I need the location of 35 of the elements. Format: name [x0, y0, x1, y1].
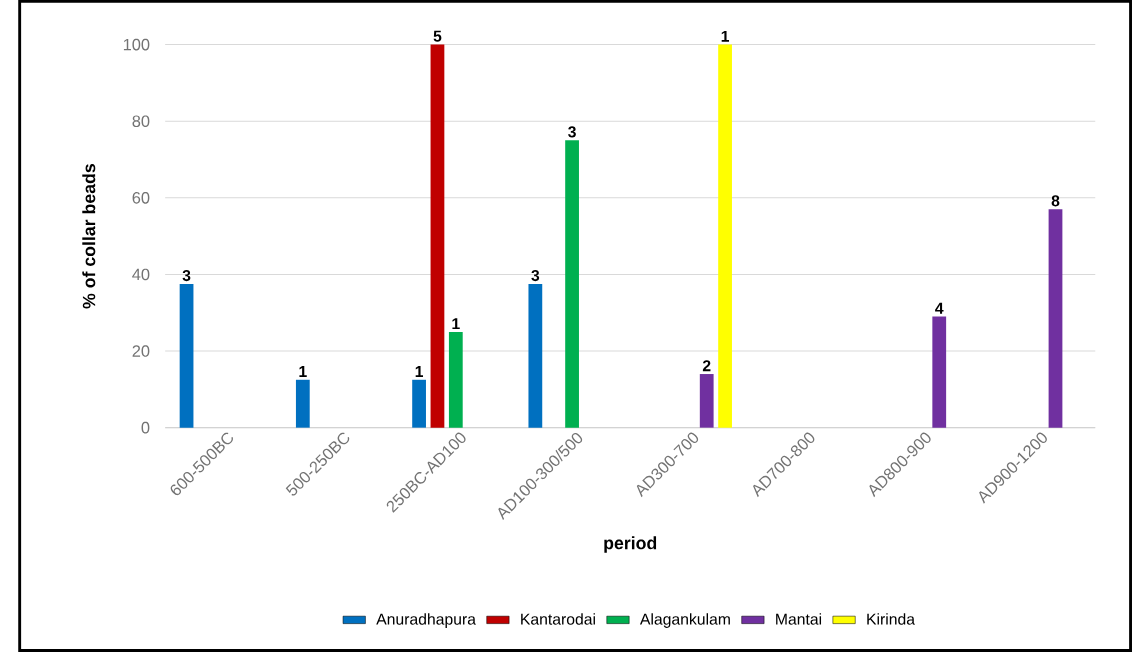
text: 5	[433, 30, 442, 42]
legend-label: Mantai	[776, 613, 822, 625]
annotation: 4	[935, 302, 944, 314]
y-tick-label: 80	[132, 115, 150, 128]
bar	[430, 44, 445, 428]
x-axis-title: period	[604, 536, 657, 553]
annotation: 1	[415, 366, 424, 377]
bar	[699, 374, 714, 428]
annotation: 1	[299, 366, 307, 377]
bar	[412, 379, 426, 428]
bar	[528, 284, 543, 428]
legend-label: Alagankulam	[639, 613, 730, 628]
y-tick-label: 20	[132, 345, 150, 357]
y-tick-label: 0	[141, 421, 150, 434]
y-axis-title: % of collar beads	[82, 164, 96, 309]
y-tick-label: 60	[132, 192, 150, 204]
bar	[565, 140, 579, 428]
bar	[448, 331, 463, 428]
y-tick-label: 40	[132, 268, 150, 281]
legend-label: Kantarodai	[521, 613, 595, 625]
annotation: 2	[702, 360, 711, 372]
bar	[718, 44, 732, 428]
annotation: 3	[182, 269, 191, 282]
annotation: 3	[568, 126, 576, 138]
bar	[295, 379, 310, 428]
annotation: 8	[1051, 195, 1060, 207]
annotation: 1	[452, 318, 460, 330]
text: 1	[721, 30, 730, 42]
bar	[932, 316, 947, 428]
bar	[179, 284, 194, 428]
legend-label: Anuradhapura	[376, 613, 476, 628]
legend-label: Kirinda	[867, 613, 915, 625]
y-tick-label: 100	[123, 38, 150, 51]
bar	[1048, 209, 1063, 428]
annotation: 3	[531, 269, 540, 282]
